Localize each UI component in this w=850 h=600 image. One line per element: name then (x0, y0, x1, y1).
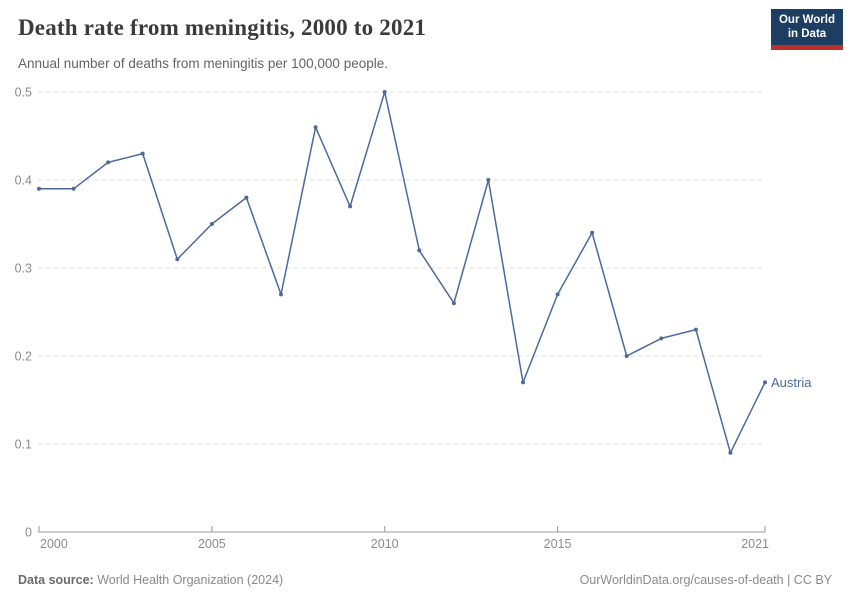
credit-link[interactable]: OurWorldinData.org/causes-of-death | CC … (579, 573, 832, 587)
data-point-2015[interactable] (555, 292, 560, 297)
data-point-2001[interactable] (71, 186, 76, 191)
x-tick-label-2005: 2005 (198, 537, 226, 551)
data-point-2002[interactable] (106, 160, 111, 165)
y-tick-label-0.5: 0.5 (15, 86, 32, 100)
x-tick-label-2021: 2021 (741, 537, 769, 551)
data-point-2021[interactable] (763, 380, 767, 385)
data-source-note: Data source: World Health Organization (… (18, 573, 283, 587)
y-tick-label-0: 0 (25, 526, 32, 540)
owid-logo-line1: Our World (778, 13, 835, 26)
x-tick-label-2000: 2000 (40, 537, 68, 551)
data-point-2019[interactable] (693, 327, 698, 332)
page-subtitle: Annual number of deaths from meningitis … (18, 56, 388, 71)
data-point-2007[interactable] (279, 292, 283, 297)
data-point-2011[interactable] (417, 248, 422, 253)
data-point-2000[interactable] (37, 186, 41, 191)
owid-logo[interactable]: Our World in Data (771, 9, 843, 50)
owid-logo-line2: in Data (787, 28, 827, 40)
y-tick-label-0.1: 0.1 (15, 438, 32, 452)
data-point-2018[interactable] (659, 336, 664, 341)
y-tick-label-0.2: 0.2 (15, 350, 32, 364)
data-source-text: World Health Organization (2024) (93, 573, 284, 587)
austria-line[interactable] (38, 91, 766, 454)
data-point-2012[interactable] (451, 301, 456, 306)
data-point-2010[interactable] (382, 90, 387, 94)
data-point-2016[interactable] (590, 230, 595, 235)
y-tick-label-0.3: 0.3 (15, 262, 32, 276)
data-point-2013[interactable] (486, 178, 491, 182)
data-point-2003[interactable] (140, 151, 145, 156)
y-tick-label-0.4: 0.4 (15, 174, 32, 188)
data-point-2004[interactable] (175, 257, 180, 262)
chart-footer: Data source: World Health Organization (… (18, 573, 832, 587)
data-point-2017[interactable] (624, 354, 629, 358)
line-chart[interactable]: 0 0.1 0.2 0.3 0.4 0.5 2000 2005 2010 2015 2021 Aust… (0, 80, 850, 555)
data-source-label: Data source: (18, 573, 94, 587)
data-point-2006[interactable] (244, 195, 249, 200)
data-point-2020[interactable] (728, 450, 733, 455)
x-tick-label-2015: 2015 (544, 537, 572, 551)
page-title: Death rate from meningitis, 2000 to 2021 (18, 15, 427, 40)
data-point-2005[interactable] (209, 222, 214, 226)
data-point-2008[interactable] (313, 125, 318, 130)
data-point-2009[interactable] (348, 204, 353, 209)
data-point-2014[interactable] (521, 380, 525, 385)
series-end-label-austria[interactable]: Austria (771, 375, 812, 390)
x-tick-label-2010: 2010 (371, 537, 399, 551)
